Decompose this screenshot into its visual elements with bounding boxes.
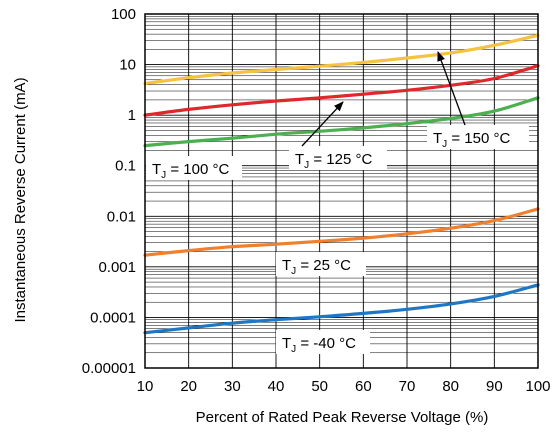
label-100c: TJ = 100 °C [152, 161, 229, 181]
y-axis-title: Instantaneous Reverse Current (mA) [12, 77, 29, 322]
label-150c-arrow [437, 51, 466, 126]
series-line-minus40c [143, 283, 540, 335]
series-line-25c [143, 207, 540, 257]
series-line-150c [143, 33, 540, 86]
x-tick-labels: 10 20 30 40 50 60 70 80 90 100 [137, 378, 551, 395]
x-axis-title: Percent of Rated Peak Reverse Voltage (%… [196, 409, 489, 426]
y-tick-label: 0.1 [115, 158, 136, 175]
plot-frame [144, 13, 539, 369]
series-layer [143, 33, 540, 335]
label-125c-box [289, 146, 387, 170]
label-125c-arrow [301, 101, 344, 147]
label-150c-box [427, 125, 529, 149]
label-100c-box [146, 156, 242, 180]
x-tick-label: 40 [268, 378, 285, 395]
x-tick-label: 100 [525, 378, 550, 395]
x-tick-label: 80 [442, 378, 459, 395]
x-tick-label: 10 [137, 378, 154, 395]
y-tick-labels: 0.00001 0.0001 0.001 0.01 0.1 1 10 100 [82, 6, 136, 377]
y-tick-label: 0.001 [98, 259, 136, 276]
series-line-125c [143, 64, 540, 117]
series-line-100c [143, 96, 540, 148]
label-125c: TJ = 125 °C [295, 151, 372, 171]
y-tick-label: 0.00001 [82, 360, 136, 377]
label-25c: TJ = 25 °C [282, 257, 351, 277]
y-tick-label: 100 [111, 6, 136, 23]
label-minus40c-box [276, 330, 370, 354]
annotations: TJ = 150 °C TJ = 125 °C TJ = 100 °C TJ = 25… [146, 51, 529, 355]
y-tick-label: 1 [128, 107, 136, 124]
label-25c-box [276, 252, 366, 276]
y-tick-label: 0.0001 [90, 309, 136, 326]
x-tick-label: 50 [311, 378, 328, 395]
x-tick-label: 20 [180, 378, 197, 395]
x-tick-label: 60 [355, 378, 372, 395]
y-tick-label: 10 [119, 57, 136, 74]
label-150c: TJ = 150 °C [433, 130, 510, 150]
label-minus40c: TJ = -40 °C [282, 335, 356, 355]
x-tick-label: 30 [224, 378, 241, 395]
x-tick-label: 70 [399, 378, 416, 395]
x-tick-label: 90 [486, 378, 503, 395]
y-tick-label: 0.01 [107, 208, 136, 225]
